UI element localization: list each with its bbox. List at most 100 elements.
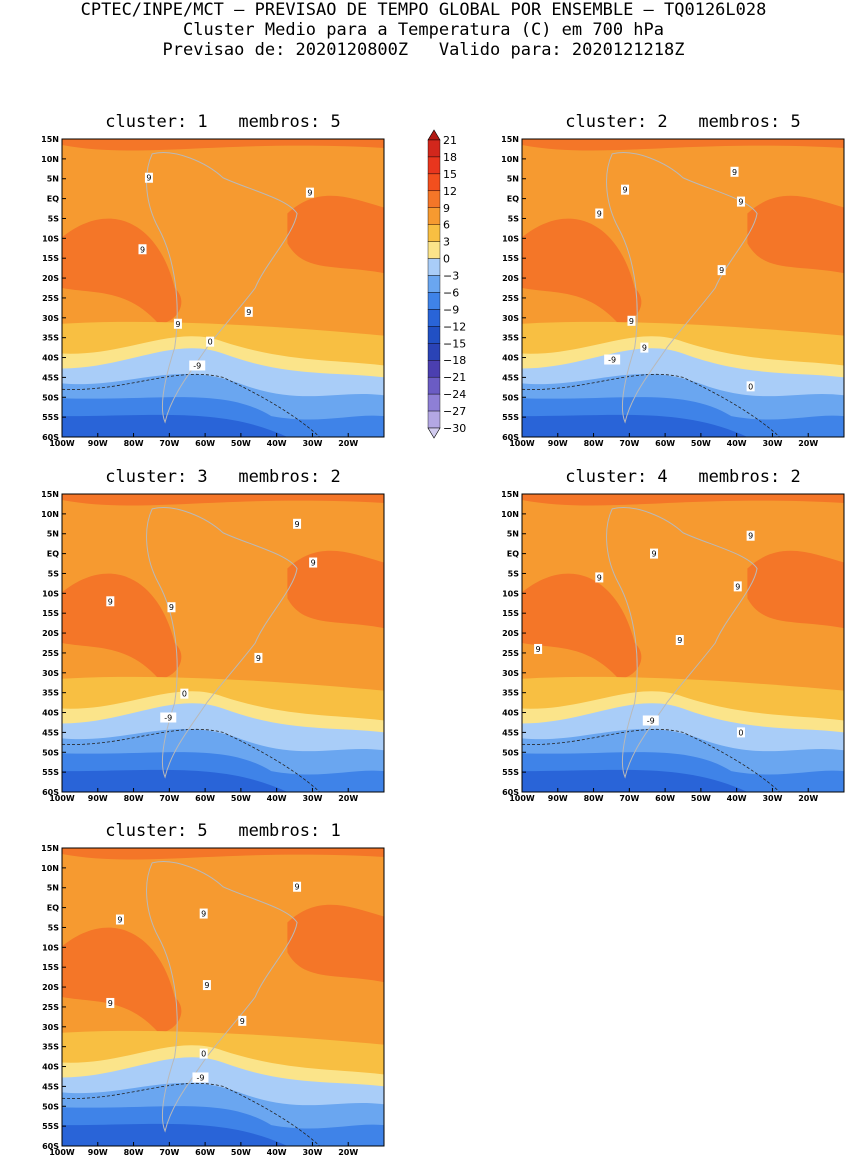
contour-label: 0	[201, 1050, 206, 1059]
contour-label-box	[192, 1072, 209, 1083]
lat-tick-label: 15N	[41, 490, 59, 499]
lat-tick-label: 30S	[42, 669, 59, 678]
panel-title-4: cluster: 4 membros: 2	[565, 467, 801, 487]
contour-label-box	[189, 360, 206, 371]
lat-tick-label: 35S	[42, 1043, 59, 1052]
band-9-to-12-west	[62, 927, 182, 1033]
lat-tick-label: 30S	[42, 1023, 59, 1032]
colorbar-label: −30	[443, 422, 466, 435]
lon-tick-label: 90W	[88, 1148, 108, 1157]
lat-tick-label: 25S	[502, 649, 519, 658]
lat-tick-label: 20S	[42, 629, 59, 638]
lat-tick-label: 50S	[42, 1102, 59, 1111]
contour-label: 9	[201, 910, 206, 919]
lat-tick-label: 20S	[502, 629, 519, 638]
band-9-to-12-east	[747, 550, 844, 629]
lat-tick-label: 5N	[47, 175, 59, 184]
colorbar-cell	[427, 258, 441, 276]
contour-label: 9	[295, 883, 300, 892]
lat-tick-label: EQ	[47, 550, 59, 559]
lat-tick-label: 25S	[42, 294, 59, 303]
band-9-to-12-west	[522, 573, 642, 679]
lat-tick-label: 5S	[48, 923, 60, 932]
colorbar-cell	[427, 156, 441, 175]
lon-tick-label: 80W	[124, 439, 144, 448]
contour-label: -9	[193, 361, 201, 370]
lon-tick-label: 60W	[195, 794, 215, 803]
contour-label-box	[736, 196, 745, 207]
contour-label-box	[138, 244, 147, 255]
lon-tick-label: 60W	[195, 439, 215, 448]
lat-tick-label: 35S	[42, 689, 59, 698]
lat-tick-label: 50S	[502, 748, 519, 757]
colorbar-label: 21	[443, 134, 457, 147]
lat-tick-label: 10S	[502, 234, 519, 243]
colorbar-label: −18	[443, 354, 466, 367]
colorbar-top-arrow	[427, 129, 441, 141]
contour-label-box	[115, 914, 124, 925]
header-line-2: Cluster Medio para a Temperatura (C) em …	[182, 20, 665, 40]
colorbar-label: −24	[443, 388, 466, 401]
lon-tick-label: 30W	[302, 1148, 322, 1157]
lat-tick-label: 20S	[42, 274, 59, 283]
lon-tick-label: 30W	[762, 439, 782, 448]
band-minus12-to-minus9	[62, 1123, 288, 1146]
lat-tick-label: 15N	[501, 490, 519, 499]
cluster-map-3: 15N 10N 5N EQ 5S 10S 15S 20S 25S 30S 35S 40S 45S 50S 5…	[41, 490, 385, 803]
lat-tick-label: 60S	[42, 1142, 59, 1151]
colorbar-label: −6	[443, 286, 459, 299]
contour-label-box	[730, 166, 739, 177]
colorbar-cell	[427, 207, 441, 225]
contour-label: 9	[735, 582, 740, 591]
colorbar-label: −3	[443, 270, 459, 283]
lat-tick-label: 50S	[42, 393, 59, 402]
lat-tick-label: 55S	[42, 768, 59, 777]
colorbar-label: 15	[443, 168, 457, 181]
contour-label-box	[160, 712, 177, 723]
lat-tick-label: 5N	[47, 530, 59, 539]
lon-tick-label: 50W	[231, 1148, 251, 1157]
band-9-to-12-north	[522, 494, 844, 506]
lat-tick-label: 15S	[42, 609, 59, 618]
lat-tick-label: 5S	[48, 214, 60, 223]
contour-label-box	[534, 643, 543, 654]
isoline-minus9	[61, 373, 320, 438]
lon-tick-label: 90W	[88, 794, 108, 803]
lon-tick-label: 20W	[338, 439, 358, 448]
lon-tick-label: 40W	[727, 794, 747, 803]
band-9-to-12-west	[522, 218, 642, 324]
lat-tick-label: 30S	[502, 314, 519, 323]
isoline-minus9	[61, 1082, 320, 1147]
lat-tick-label: 45S	[502, 728, 519, 737]
contour-label: 9	[748, 532, 753, 541]
colorbar-cell	[427, 241, 441, 259]
lon-tick-label: 40W	[267, 439, 287, 448]
map-frame	[61, 493, 385, 793]
colorbar-cell	[427, 410, 441, 429]
lat-tick-label: 10S	[42, 234, 59, 243]
contour-label-box	[595, 208, 604, 219]
lon-tick-label: 20W	[338, 794, 358, 803]
lat-tick-label: 10N	[41, 510, 59, 519]
contour-label: 9	[117, 916, 122, 925]
contour-label: 0	[208, 338, 213, 347]
lat-tick-label: 35S	[502, 689, 519, 698]
contour-label-box	[173, 318, 182, 329]
lat-tick-label: 5N	[507, 530, 519, 539]
lon-tick-label: 80W	[124, 794, 144, 803]
lon-tick-label: 100W	[509, 794, 535, 803]
contour-label-box	[144, 172, 153, 183]
band-9-to-12-east	[287, 904, 384, 983]
cluster-map-4: 15N 10N 5N EQ 5S 10S 15S 20S 25S 30S 35S 40S 45S 50S 5…	[501, 490, 845, 803]
contour-label-box	[199, 1048, 208, 1059]
contour-label-box	[621, 184, 630, 195]
contour-label: 9	[719, 266, 724, 275]
lon-tick-label: 90W	[88, 439, 108, 448]
contour-label: 9	[629, 317, 634, 326]
contour-label: 9	[169, 603, 174, 612]
colorbar-label: 18	[443, 151, 457, 164]
lon-tick-label: 50W	[691, 794, 711, 803]
contour-label-box	[746, 530, 755, 541]
contour-label: 9	[738, 198, 743, 207]
lon-tick-label: 100W	[509, 439, 535, 448]
